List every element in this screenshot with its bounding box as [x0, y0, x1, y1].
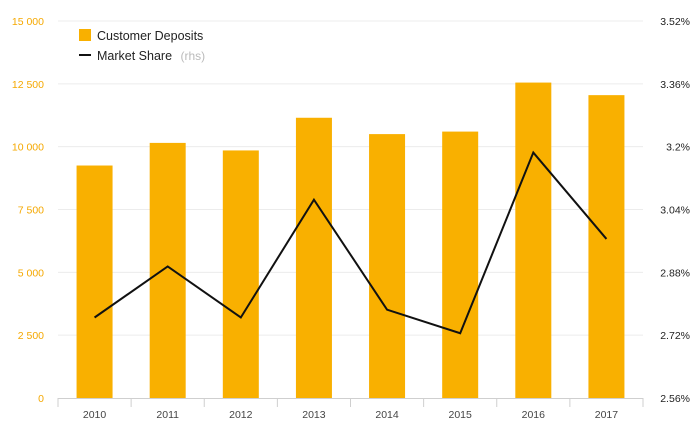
market-share-line: [93, 150, 608, 335]
left-tick-label: 5 000: [18, 267, 44, 279]
x-tick-label: 2017: [595, 409, 619, 421]
legend-label-market-share-sub: (rhs): [180, 49, 205, 63]
legend-label-market-share: Market Share (rhs): [97, 47, 205, 64]
left-tick-label: 7 500: [18, 205, 44, 217]
right-tick-label: 3.2%: [666, 142, 690, 154]
x-tick-label: 2016: [522, 409, 546, 421]
legend: Customer Deposits Market Share (rhs): [79, 29, 205, 64]
bar-2017: [588, 95, 625, 398]
x-axis-labels: 2010 2011 2012 2013 2014 2015 2016 2017: [83, 409, 618, 421]
legend-swatch-market-share: [79, 54, 91, 56]
left-tick-label: 2 500: [18, 330, 44, 342]
left-tick-label: 10 000: [12, 142, 44, 154]
bar-2014: [369, 134, 406, 398]
right-tick-label: 2.56%: [660, 393, 690, 405]
x-tick-label: 2011: [156, 409, 179, 421]
legend-label-deposits: Customer Deposits: [97, 29, 203, 43]
right-tick-label: 2.88%: [660, 267, 690, 279]
left-y-axis-labels: 0 2 500 5 000 7 500 10 000 12 500 15 000: [12, 16, 44, 405]
right-tick-label: 3.04%: [660, 205, 690, 217]
x-tick-label: 2010: [83, 409, 107, 421]
right-tick-label: 3.36%: [660, 79, 690, 91]
x-tick-label: 2015: [449, 409, 473, 421]
x-axis: [57, 398, 644, 407]
x-tick-label: 2014: [375, 409, 399, 421]
legend-swatch-deposits: [79, 29, 91, 41]
right-tick-label: 3.52%: [660, 16, 690, 28]
left-tick-label: 15 000: [12, 16, 44, 28]
bar-2012: [222, 150, 259, 398]
legend-label-market-share-text: Market Share: [97, 49, 172, 63]
left-tick-label: 0: [38, 393, 44, 405]
market-share-line-group: [93, 150, 608, 335]
right-y-axis-labels: 2.56% 2.72% 2.88% 3.04% 3.2% 3.36% 3.52%: [660, 16, 690, 405]
bar-2010: [76, 165, 113, 398]
bar-2015: [442, 131, 479, 398]
bar-2016: [515, 82, 552, 399]
deposit-bars: [76, 82, 625, 399]
bar-2011: [149, 142, 186, 398]
left-tick-label: 12 500: [12, 79, 44, 91]
x-tick-label: 2013: [302, 409, 326, 421]
right-tick-label: 2.72%: [660, 330, 690, 342]
x-tick-label: 2012: [229, 409, 253, 421]
bar-2013: [295, 117, 332, 398]
